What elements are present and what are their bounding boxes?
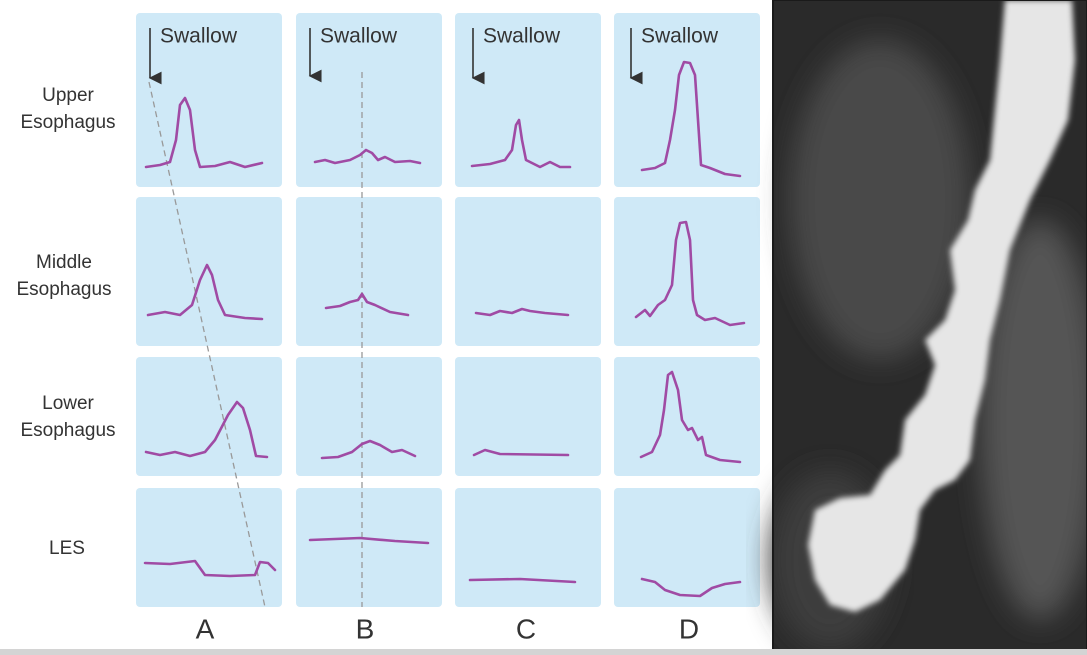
row-label: Esophagus: [20, 420, 115, 441]
swallow-label: Swallow: [320, 25, 398, 48]
swallow-label: Swallow: [483, 25, 561, 48]
column-label: A: [196, 613, 215, 644]
row-label: LES: [49, 538, 85, 559]
column-label: B: [356, 613, 375, 644]
row-label: Middle: [36, 252, 92, 273]
row-label: Upper: [42, 85, 94, 106]
row-label: Lower: [42, 393, 94, 414]
row-label: Esophagus: [20, 112, 115, 133]
swallow-label: Swallow: [160, 25, 238, 48]
xray-image: [770, 0, 1087, 651]
column-label: C: [516, 613, 536, 644]
swallow-label: Swallow: [641, 25, 719, 48]
panel-grid: [136, 13, 760, 607]
bottom-bar: [0, 649, 1087, 655]
column-label: D: [679, 613, 699, 644]
row-label: Esophagus: [16, 279, 111, 300]
pressure-curves: [143, 60, 746, 598]
